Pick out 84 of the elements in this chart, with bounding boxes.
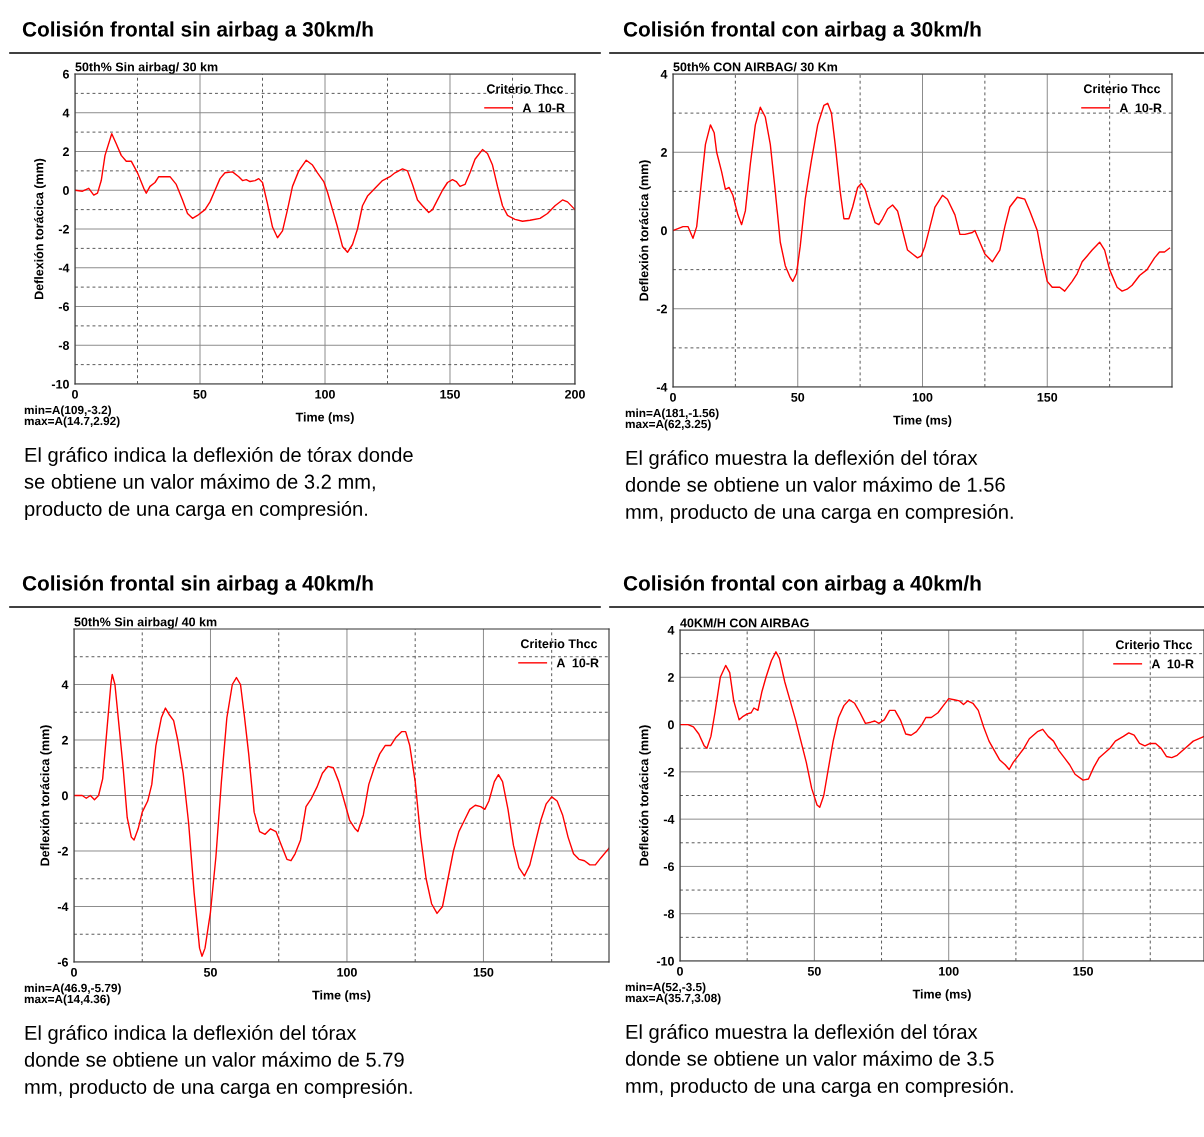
text: El gráfico indica la deflexión de tórax donde se obtiene un valor máximo de 3.2 mm, producto de una carga en compresión. xyxy=(24,447,413,520)
x-tick-label: 100 xyxy=(939,966,959,976)
x-axis-title: Time (ms) xyxy=(312,990,371,1002)
y-tick-label: -8 xyxy=(58,341,70,350)
y-tick-label: 4 xyxy=(61,680,69,690)
x-axis-title: Time (ms) xyxy=(295,412,354,424)
text: min=A(52,-3.5) xyxy=(625,982,706,994)
y-tick-label: 0 xyxy=(62,186,69,195)
text: max=A(14,4.36) xyxy=(24,994,110,1006)
y-tick-label: 6 xyxy=(62,69,69,79)
y-tick-label: -2 xyxy=(656,304,667,314)
chart-subtitle: 40KM/H CON AIRBAG xyxy=(680,618,809,628)
y-tick-label: 4 xyxy=(660,69,668,79)
chart-subtitle: 50th% Sin airbag/ 30 km xyxy=(75,62,218,74)
y-tick-label: -6 xyxy=(663,862,674,872)
chart-title: Colisión frontal sin airbag a 40km/h xyxy=(22,575,373,595)
chart-title: Colisión frontal con airbag a 30km/h xyxy=(623,21,981,41)
x-tick-label: 200 xyxy=(565,389,585,399)
legend-title: Criterio Thcc xyxy=(1115,640,1193,650)
x-tick-label: 100 xyxy=(912,392,933,402)
y-tick-label: -2 xyxy=(663,767,674,777)
x-tick-label: 150 xyxy=(473,967,494,977)
text: max=A(14.7,2.92) xyxy=(24,416,120,428)
x-tick-label: 150 xyxy=(1037,392,1058,402)
y-tick-label: -2 xyxy=(57,846,68,856)
chart-title: Colisión frontal con airbag a 40km/h xyxy=(623,575,981,595)
y-axis-title: Deflexión torácica (mm) xyxy=(639,725,651,866)
x-tick-label: 50 xyxy=(791,392,805,402)
x-axis-title: Time (ms) xyxy=(893,415,952,427)
y-tick-label: -6 xyxy=(58,302,69,312)
chart-subtitle: 50th% CON AIRBAG/ 30 Km xyxy=(673,62,838,72)
line-series xyxy=(673,102,1171,292)
legend-title: Criterio Thcc xyxy=(486,84,564,94)
y-tick-label: 0 xyxy=(660,226,667,236)
y-tick-label: 2 xyxy=(667,673,674,682)
y-tick-label: -8 xyxy=(663,909,675,919)
text: El gráfico muestra la deflexión del tórax donde se obtiene un valor máximo de 1.56 mm, producto de una carga en compresión. xyxy=(625,450,1013,523)
y-tick-label: 2 xyxy=(660,148,667,157)
y-axis-title: Deflexión torácica (mm) xyxy=(40,725,52,866)
y-tick-label: -10 xyxy=(656,956,674,966)
y-tick-label: 0 xyxy=(667,720,674,730)
y-tick-label: 0 xyxy=(61,791,68,801)
legend-title: Criterio Thcc xyxy=(520,639,598,649)
line-series xyxy=(75,132,575,253)
x-tick-label: 100 xyxy=(337,967,357,977)
chart-title: Colisión frontal sin airbag a 30km/h xyxy=(22,21,373,41)
legend-label: A 10-R xyxy=(522,103,565,113)
text: El gráfico muestra la deflexión del tórax donde se obtiene un valor máximo de 3.5 mm, producto de una carga en compresión. xyxy=(625,1024,1013,1097)
y-tick-label: 4 xyxy=(62,108,70,118)
y-tick-label: 4 xyxy=(667,625,675,635)
legend-label: A 10-R xyxy=(556,658,599,668)
x-tick-label: 0 xyxy=(71,967,77,977)
x-tick-label: 50 xyxy=(203,967,217,977)
y-tick-label: 2 xyxy=(62,147,69,157)
text: El gráfico indica la deflexión del tórax donde se obtiene un valor máximo de 5.79 mm, producto de una carga en compresión. xyxy=(24,1025,412,1098)
y-tick-label: -4 xyxy=(57,902,69,912)
y-tick-label: -4 xyxy=(656,382,668,392)
text: min=A(109,-3.2) xyxy=(24,405,111,417)
x-tick-label: 100 xyxy=(315,389,335,399)
text: max=A(35.7,3.08) xyxy=(625,993,721,1005)
x-axis-title: Time (ms) xyxy=(912,989,971,1001)
x-tick-label: 0 xyxy=(677,966,683,976)
legend-label: A 10-R xyxy=(1119,103,1162,113)
y-axis-title: Deflexión torácica (mm) xyxy=(34,158,46,300)
chart-subtitle: 50th% Sin airbag/ 40 km xyxy=(74,617,217,629)
y-axis-title: Deflexión torácica (mm) xyxy=(639,160,651,301)
x-tick-label: 0 xyxy=(72,389,78,399)
y-tick-label: -4 xyxy=(663,815,675,824)
text: min=A(46.9,-5.79) xyxy=(24,983,121,995)
y-tick-label: -6 xyxy=(57,957,68,967)
text: max=A(62,3.25) xyxy=(625,419,711,431)
line-series xyxy=(74,673,609,957)
x-tick-label: 150 xyxy=(1073,966,1093,976)
legend-title: Criterio Thcc xyxy=(1083,84,1161,94)
text: min=A(181,-1.56) xyxy=(625,408,719,420)
x-tick-label: 50 xyxy=(807,966,821,976)
y-tick-label: -4 xyxy=(58,263,70,273)
line-series xyxy=(680,651,1204,809)
y-tick-label: -2 xyxy=(58,224,69,234)
legend-label: A 10-R xyxy=(1151,659,1194,669)
x-tick-label: 50 xyxy=(193,389,207,399)
y-tick-label: 2 xyxy=(61,735,68,745)
x-tick-label: 150 xyxy=(440,389,460,399)
y-tick-label: -10 xyxy=(51,379,69,389)
